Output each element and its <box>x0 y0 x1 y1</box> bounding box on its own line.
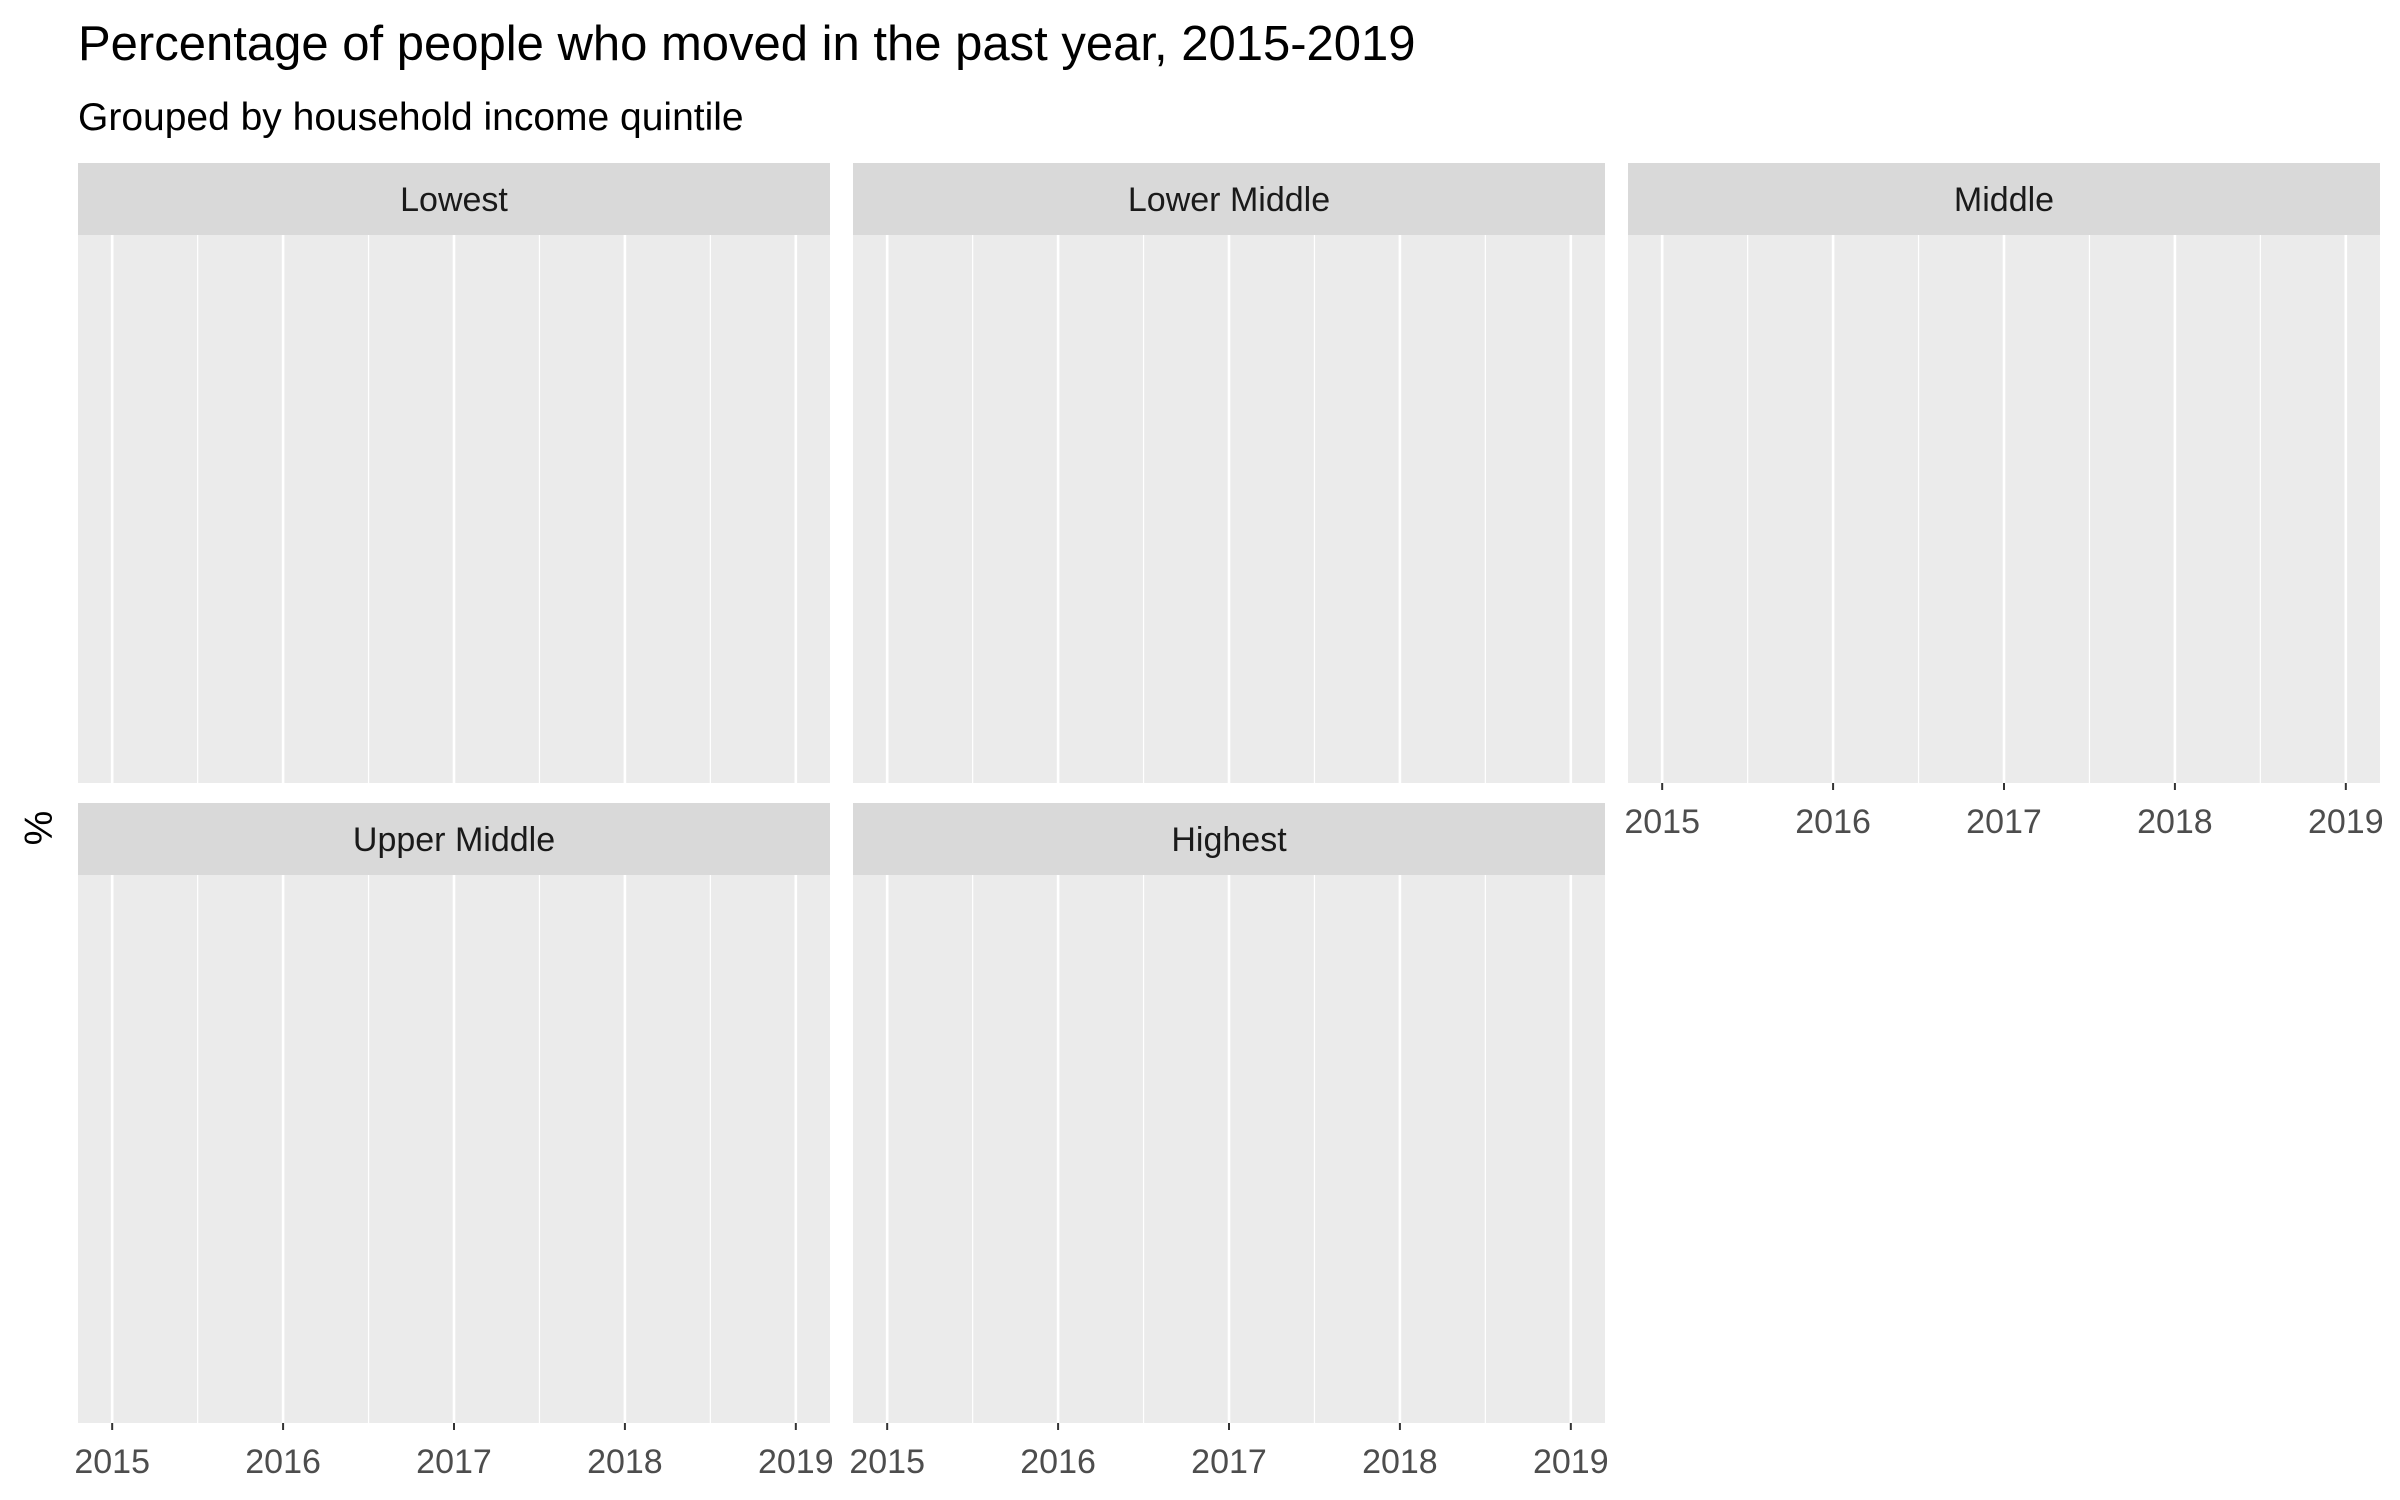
strip-background-middle <box>1628 163 2380 235</box>
x-tick-label-2017: 2017 <box>1191 1443 1267 1481</box>
facet-panel-lowest: Lowest <box>78 163 830 783</box>
strip-label-upper-middle: Upper Middle <box>353 821 555 859</box>
x-tick-label-2017: 2017 <box>416 1443 492 1481</box>
strip-label-highest: Highest <box>1171 821 1287 859</box>
x-tick-label-2015: 2015 <box>1624 803 1700 841</box>
x-tick-label-2016: 2016 <box>1020 1443 1096 1481</box>
x-tick-label-2019: 2019 <box>758 1443 834 1481</box>
chart-title: Percentage of people who moved in the pa… <box>78 17 1416 71</box>
x-tick-label-2019: 2019 <box>1533 1443 1609 1481</box>
strip-background-lower-middle <box>853 163 1605 235</box>
facet-panel-lower-middle: Lower Middle <box>853 163 1605 783</box>
x-tick-label-2016: 2016 <box>245 1443 321 1481</box>
x-tick-label-2018: 2018 <box>2137 803 2213 841</box>
x-tick-label-2017: 2017 <box>1966 803 2042 841</box>
x-tick-label-2019: 2019 <box>2308 803 2384 841</box>
y-axis-title: % <box>18 811 61 846</box>
x-tick-label-2018: 2018 <box>1362 1443 1438 1481</box>
strip-background-upper-middle <box>78 803 830 875</box>
facet-panel-upper-middle: Upper Middle 2015 2016 2017 2018 2019 <box>74 803 834 1481</box>
x-tick-label-2015: 2015 <box>74 1443 150 1481</box>
facet-panel-middle: Middle 2015 2016 2017 2018 2019 <box>1624 163 2384 841</box>
strip-label-lower-middle: Lower Middle <box>1128 181 1330 219</box>
x-tick-label-2018: 2018 <box>587 1443 663 1481</box>
strip-label-middle: Middle <box>1954 181 2054 219</box>
strip-background-highest <box>853 803 1605 875</box>
panels-layer: Lowest Lower Middle Middle 2015 2016 2017 2018… <box>74 163 2384 1481</box>
facet-panel-highest: Highest 2015 2016 2017 2018 2019 <box>849 803 1609 1481</box>
strip-label-lowest: Lowest <box>400 181 508 219</box>
x-tick-label-2016: 2016 <box>1795 803 1871 841</box>
x-tick-label-2015: 2015 <box>849 1443 925 1481</box>
strip-background-lowest <box>78 163 830 235</box>
chart-subtitle: Grouped by household income quintile <box>78 96 744 139</box>
